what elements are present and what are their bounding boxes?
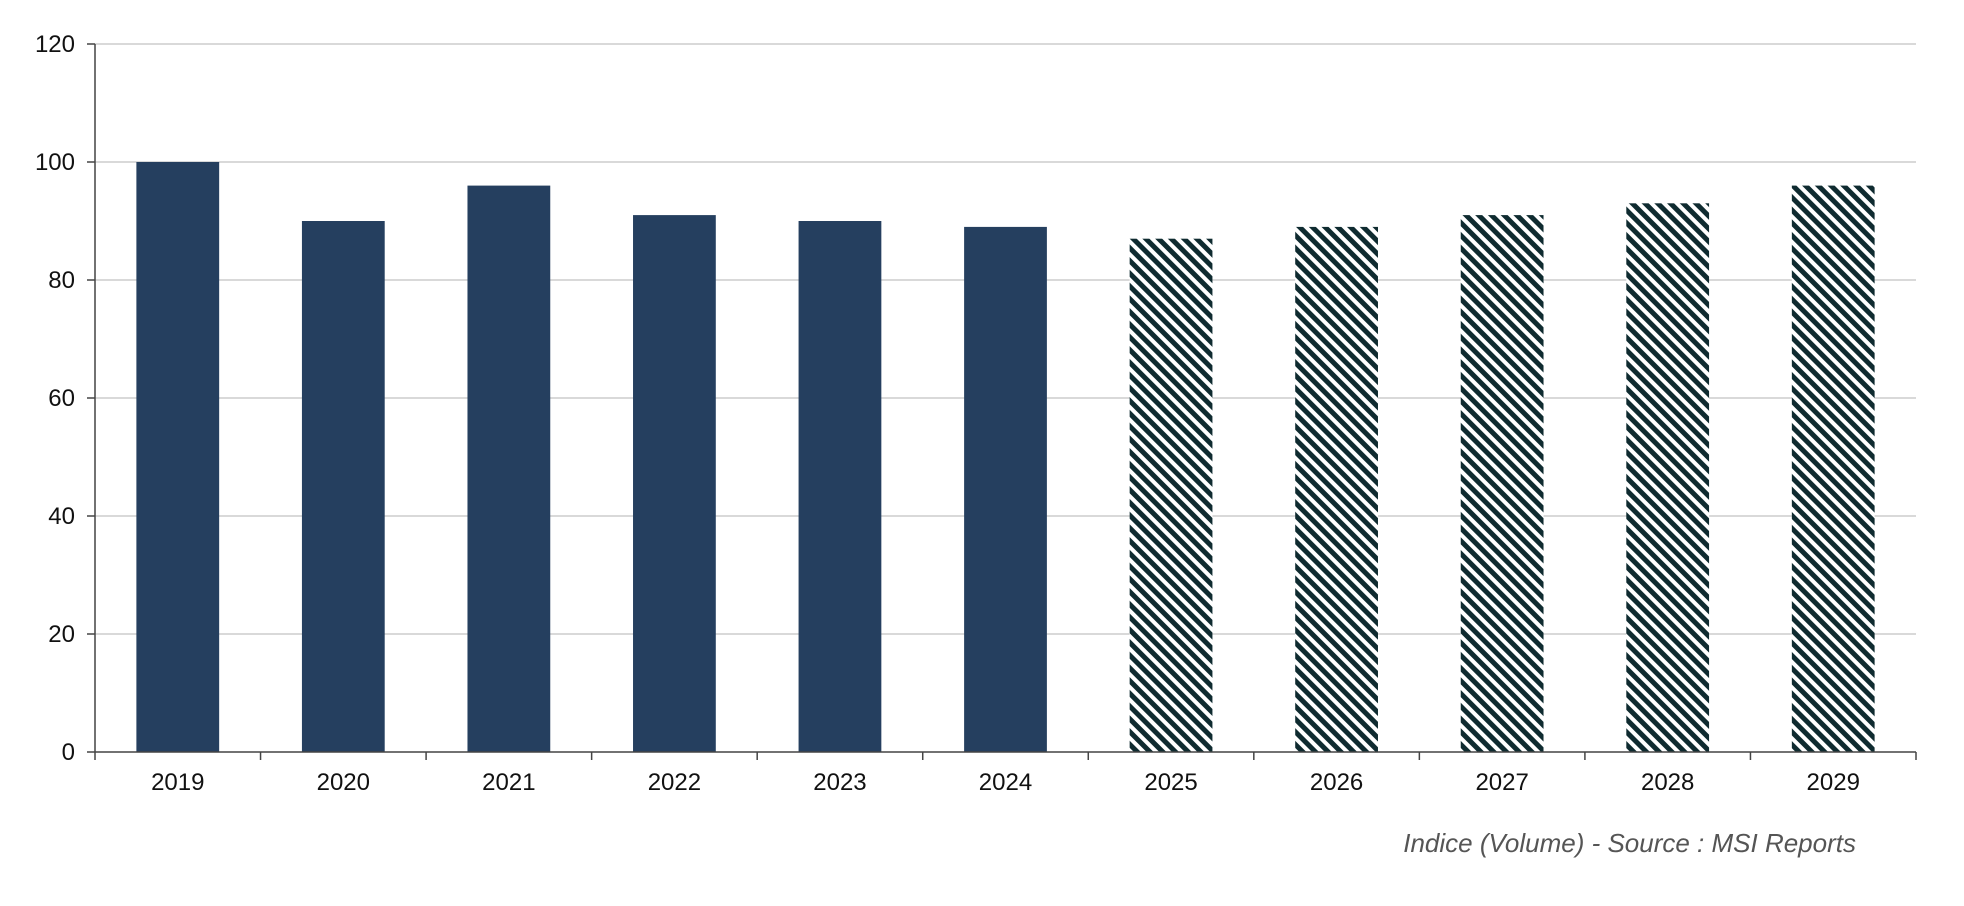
y-tick-label: 60 [48, 385, 75, 412]
bar-2024 [964, 226, 1047, 752]
x-tick-label: 2019 [151, 769, 204, 796]
x-tick-label: 2026 [1310, 769, 1363, 796]
x-tick-label: 2021 [482, 769, 535, 796]
bar-forecast-2025 [1129, 238, 1213, 752]
bar-2022 [633, 215, 716, 753]
x-tick-label: 2024 [979, 769, 1032, 796]
bar-forecast-2026 [1295, 226, 1378, 752]
x-tick-label: 2025 [1144, 769, 1197, 796]
x-tick-label: 2028 [1641, 769, 1694, 796]
bar-forecast-2028 [1626, 203, 1710, 753]
x-tick-label: 2027 [1475, 769, 1528, 796]
bar-forecast-2027 [1460, 215, 1544, 753]
bar-2019 [136, 162, 220, 752]
x-tick-labels: 2019 2020 2021 2022 2023 2024 2025 2026 2027 2028… [151, 769, 1860, 796]
bar-forecast-2029 [1791, 185, 1875, 753]
x-tick-label: 2023 [813, 769, 866, 796]
source-note: Indice (Volume) - Source : MSI Reports [1403, 828, 1856, 858]
bars [136, 162, 1875, 753]
bar-2020 [301, 221, 385, 752]
bar-2023 [798, 221, 882, 752]
axes [87, 43, 1917, 760]
y-tick-label: 0 [62, 739, 75, 766]
x-tick-label: 2029 [1807, 769, 1860, 796]
y-tick-label: 120 [35, 31, 75, 58]
y-tick-label: 100 [35, 149, 75, 176]
y-tick-label: 20 [48, 621, 75, 648]
x-tick-label: 2022 [648, 769, 701, 796]
bar-2021 [467, 185, 551, 753]
y-tick-labels: 0 20 40 60 80 100 120 [35, 31, 75, 766]
y-tick-label: 40 [48, 503, 75, 530]
y-tick-label: 80 [48, 267, 75, 294]
x-tick-label: 2020 [317, 769, 370, 796]
